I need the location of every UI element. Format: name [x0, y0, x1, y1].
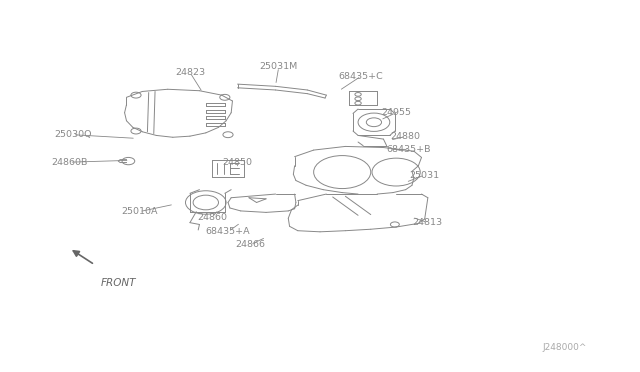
- Text: 24880: 24880: [390, 132, 420, 141]
- Text: 24955: 24955: [381, 108, 411, 117]
- Text: J248000^: J248000^: [542, 343, 586, 352]
- Text: 24823: 24823: [175, 68, 205, 77]
- Text: 24866: 24866: [236, 240, 265, 249]
- Text: 25030Q: 25030Q: [54, 130, 92, 139]
- Text: FRONT: FRONT: [101, 278, 136, 288]
- Text: 25031M: 25031M: [260, 62, 298, 71]
- Text: 25031: 25031: [410, 170, 440, 180]
- Text: 24813: 24813: [413, 218, 443, 227]
- Text: 25010A: 25010A: [121, 207, 157, 216]
- Text: 68435+A: 68435+A: [205, 227, 250, 236]
- Text: 24850: 24850: [223, 158, 253, 167]
- Text: 68435+B: 68435+B: [387, 145, 431, 154]
- Text: 24860: 24860: [197, 213, 227, 222]
- Text: 24860B: 24860B: [51, 158, 88, 167]
- Text: 68435+C: 68435+C: [339, 71, 383, 81]
